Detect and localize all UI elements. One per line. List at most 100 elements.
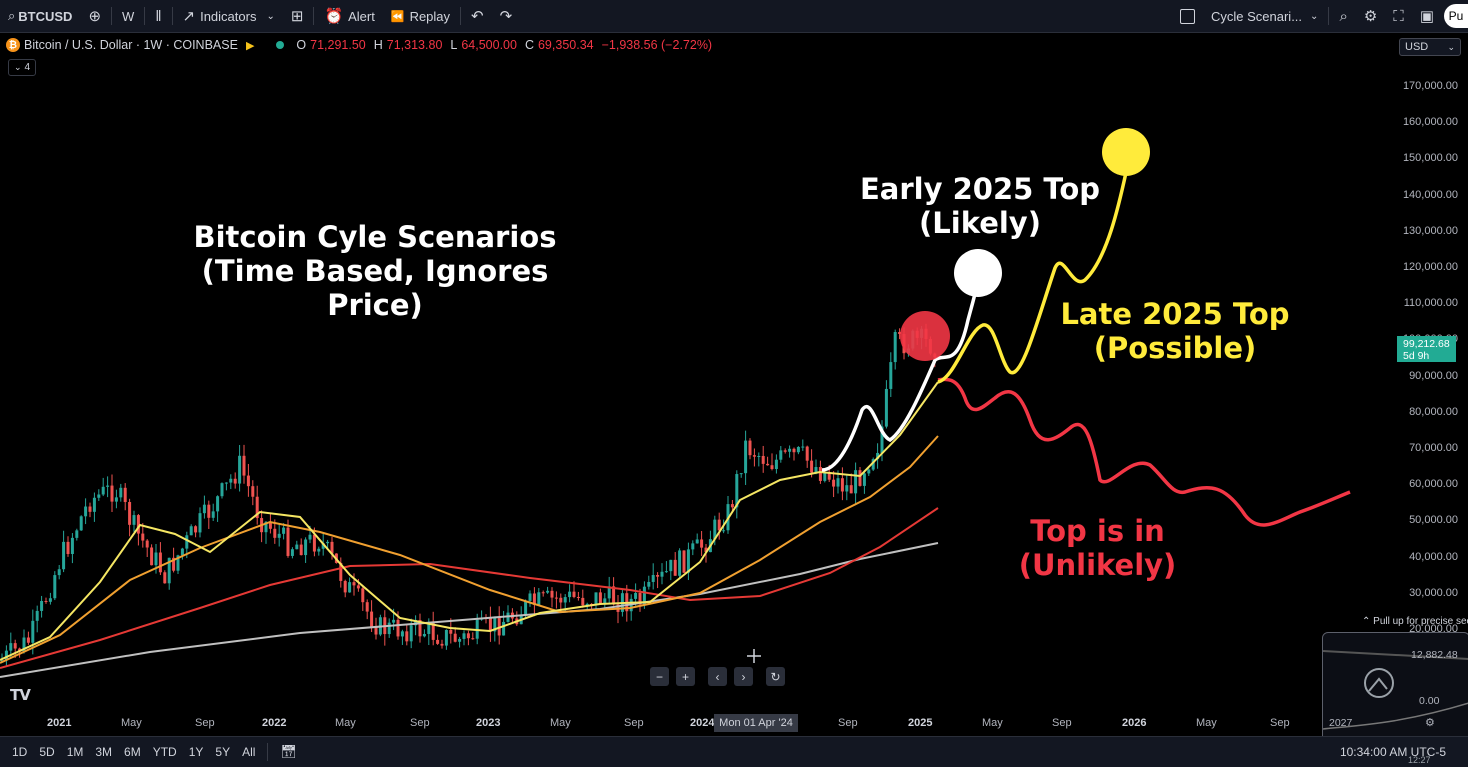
symbol-search[interactable]: ⌕ BTCUSD	[0, 0, 80, 32]
candle-body	[158, 552, 162, 573]
candle-body	[581, 597, 585, 606]
replay-button[interactable]: ⏪ Replay	[383, 0, 458, 32]
price-axis[interactable]: 170,000.00 160,000.00 150,000.00 140,000.00…	[1392, 60, 1468, 640]
reset-icon: ↻	[770, 669, 781, 684]
candle-body	[44, 600, 48, 602]
range-button-6m[interactable]: 6M	[124, 745, 141, 759]
templates-button[interactable]: ⊞	[283, 0, 312, 32]
scroll-left-button[interactable]: ‹	[708, 667, 727, 686]
candle-body	[0, 660, 4, 662]
candle-body	[805, 446, 809, 461]
candle-body	[488, 618, 492, 632]
candle-body	[801, 446, 805, 448]
range-button-1y[interactable]: 1Y	[188, 745, 204, 759]
candle-body	[449, 629, 453, 634]
candle-body	[154, 552, 158, 566]
candle-body	[48, 598, 52, 602]
square-icon	[1180, 8, 1195, 24]
chart-type-button[interactable]: ‖	[147, 0, 169, 32]
range-button-ytd[interactable]: YTD	[152, 745, 177, 759]
publish-button[interactable]: Pu	[1444, 4, 1468, 28]
compare-button[interactable]: ⊕	[80, 0, 109, 32]
candle-body	[57, 569, 61, 576]
range-button-1d[interactable]: 1D	[12, 745, 28, 759]
range-button-5d[interactable]: 5D	[39, 745, 55, 759]
title-line-2: (Time Based, Ignores Price)	[201, 254, 549, 323]
reset-chart-button[interactable]: ↻	[766, 667, 785, 686]
time-axis-label: 2024	[690, 717, 715, 729]
undo-button[interactable]: ↶	[463, 0, 492, 32]
go-to-date-button[interactable]: 📅︎	[280, 744, 297, 760]
candle-body	[295, 544, 299, 550]
symbol-title[interactable]: Bitcoin / U.S. Dollar · 1W · COINBASE	[24, 38, 238, 52]
snapshot-button[interactable]: ▣	[1412, 0, 1442, 32]
candle-body	[603, 598, 607, 604]
interval-button[interactable]: W	[122, 8, 135, 24]
settings-button[interactable]: ⚙	[1356, 0, 1385, 32]
symbol-label: BTCUSD	[18, 8, 73, 24]
candle-body	[22, 637, 26, 652]
candle-body	[576, 596, 580, 598]
chevron-down-icon: ⌄	[1310, 10, 1319, 22]
bottom-toolbar: 1D 5D 1M 3M 6M YTD 1Y 5Y All 📅︎ 10:34:00 AM UTC-…	[0, 736, 1468, 767]
range-button-3m[interactable]: 3M	[95, 745, 113, 759]
candle-body	[321, 543, 325, 549]
candle-body	[312, 534, 316, 552]
fullscreen-button[interactable]: ⛶	[1385, 0, 1412, 32]
late-line-2: (Possible)	[1093, 331, 1257, 366]
candle-body	[150, 547, 154, 566]
price-axis-label: 160,000.00	[1402, 116, 1458, 129]
candle-body	[541, 592, 545, 594]
range-button-1m[interactable]: 1M	[66, 745, 84, 759]
candle-body	[145, 540, 149, 548]
candle-body	[255, 496, 259, 519]
candle-body	[229, 478, 233, 483]
candle-body	[216, 496, 220, 512]
candle-body	[141, 533, 145, 541]
alert-button[interactable]: ⏰ Alert	[316, 0, 382, 32]
zoom-in-button[interactable]: +	[676, 667, 695, 686]
early-2025-scenario-path	[821, 284, 979, 472]
range-button-5y[interactable]: 5Y	[215, 745, 231, 759]
candle-body	[607, 586, 611, 599]
currency-selector[interactable]: USD ⌄	[1399, 38, 1461, 56]
minus-icon: −	[655, 669, 663, 684]
time-axis-label: 2021	[47, 717, 72, 729]
late-2025-scenario-path	[937, 167, 1129, 384]
layout-menu[interactable]: Cycle Scenari... ⌄	[1203, 0, 1326, 32]
candle-body	[550, 590, 554, 598]
candle-body	[559, 597, 563, 603]
candle-body	[502, 621, 506, 636]
alert-label: Alert	[348, 8, 375, 24]
tradingview-logo[interactable]: TV	[10, 686, 31, 704]
indicators-button[interactable]: ↗ Indicators ⌄	[175, 0, 283, 32]
candle-body	[136, 515, 140, 534]
candle-body	[700, 539, 704, 548]
range-button-all[interactable]: All	[242, 745, 256, 759]
price-axis-label: 150,000.00	[1402, 152, 1458, 165]
candle-body	[871, 459, 875, 470]
zoom-out-button[interactable]: −	[650, 667, 669, 686]
scroll-right-button[interactable]: ›	[734, 667, 753, 686]
chevron-right-icon: ›	[741, 669, 746, 684]
candle-body	[880, 426, 884, 453]
time-axis-label: May	[335, 717, 356, 729]
candle-body	[884, 388, 888, 427]
time-axis[interactable]: 2021 May Sep 2022 May Sep 2023 May Sep 2024 Sep 202…	[0, 712, 1390, 736]
candle-body	[207, 504, 211, 518]
video-overlay-panel[interactable]: 12,882.48 0.00 2027 ⚙	[1322, 632, 1468, 744]
candle-body	[568, 591, 572, 598]
title-line-1: Bitcoin Cyle Scenarios	[193, 220, 557, 254]
redo-button[interactable]: ↷	[492, 0, 521, 32]
price-axis-label: 120,000.00	[1402, 261, 1458, 273]
divider	[144, 7, 146, 25]
indicators-label: Indicators	[200, 8, 257, 24]
indicators-collapse-button[interactable]: ⌄ 4	[8, 59, 36, 76]
candle-body	[251, 486, 255, 497]
quick-search-button[interactable]: ⌕	[1331, 0, 1355, 32]
candle-body	[893, 332, 897, 363]
divider	[171, 7, 173, 25]
layout-checkbox[interactable]	[1172, 0, 1203, 32]
early-line-2: (Likely)	[919, 206, 1041, 241]
